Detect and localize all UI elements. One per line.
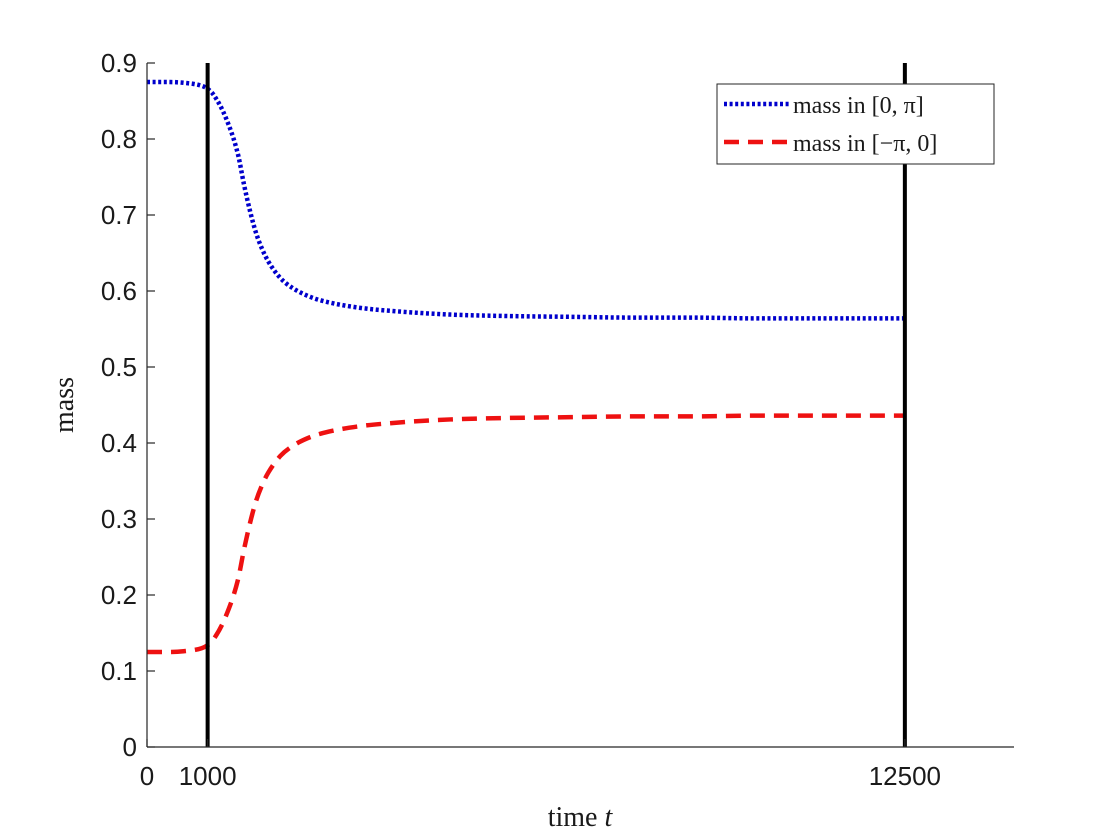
y-tick-label: 0.8 [101, 124, 137, 154]
vertical-marker-layer [205, 63, 907, 747]
y-tick-label: 0.9 [101, 48, 137, 78]
y-tick-label: 0.1 [101, 656, 137, 686]
x-tick-label: 0 [140, 761, 154, 791]
x-tick-label: 1000 [179, 761, 237, 791]
series-line-1 [147, 79, 905, 321]
x-tick-label: 12500 [869, 761, 941, 791]
y-tick-label: 0.4 [101, 428, 137, 458]
tick-layer: 0 0.1 0.2 0.3 0.4 0.5 0.6 0.7 0.8 0.9 0 1000 12500 [101, 48, 941, 791]
series-line-2 [147, 413, 905, 655]
legend-label-series-2: mass in [−π, 0] [793, 131, 937, 157]
y-tick-label: 0.5 [101, 352, 137, 382]
y-tick-label: 0 [123, 732, 137, 762]
legend: mass in [0, π] mass in [−π, 0] [716, 83, 995, 165]
series-layer [147, 79, 905, 655]
y-tick-label: 0.7 [101, 200, 137, 230]
x-axis-label-text: time [548, 802, 605, 833]
x-axis-label-var: t [604, 802, 613, 833]
y-axis-label: mass [49, 377, 80, 433]
legend-box [716, 83, 995, 165]
axes [146, 63, 1014, 748]
y-tick-label: 0.2 [101, 580, 137, 610]
y-tick-label: 0.3 [101, 504, 137, 534]
legend-label-series-1: mass in [0, π] [793, 93, 924, 119]
plot-area [147, 63, 1014, 747]
y-tick-label: 0.6 [101, 276, 137, 306]
x-axis-label: time t [548, 802, 614, 833]
